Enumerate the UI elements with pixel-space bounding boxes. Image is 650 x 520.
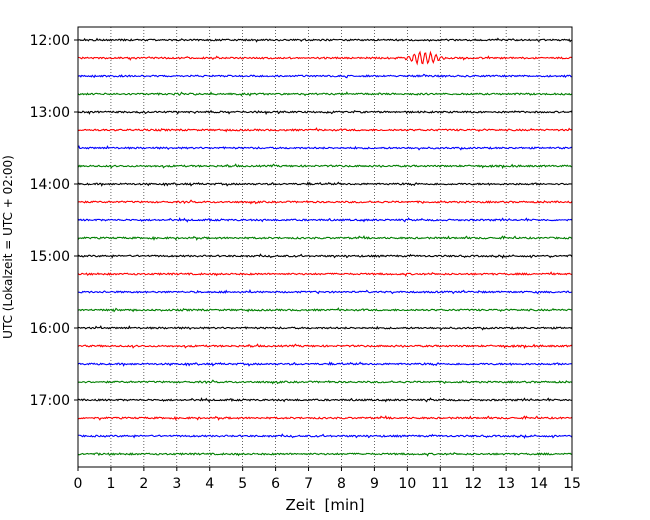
trace-line xyxy=(77,37,573,43)
x-tick-label: 3 xyxy=(172,476,181,492)
y-tick-label: 16:00 xyxy=(30,321,70,337)
trace-line xyxy=(77,379,573,385)
x-tick-label: 2 xyxy=(139,476,148,492)
y-tick-label: 13:00 xyxy=(30,105,70,121)
x-tick-label: 15 xyxy=(563,476,581,492)
trace-line xyxy=(77,217,573,223)
x-tick-label: 7 xyxy=(304,476,313,492)
x-tick-label: 1 xyxy=(106,476,115,492)
trace-line xyxy=(77,199,573,205)
trace-line xyxy=(77,271,573,277)
x-tick-label: 12 xyxy=(464,476,482,492)
trace-line xyxy=(77,289,573,295)
y-tick-label: 17:00 xyxy=(30,393,70,409)
trace-line xyxy=(77,452,573,457)
seismic-traces xyxy=(77,37,573,457)
trace-line xyxy=(77,325,573,331)
trace-line xyxy=(77,361,573,367)
y-tick-label: 15:00 xyxy=(30,249,70,265)
y-axis-ticks: 12:00 13:00 14:00 15:00 16:00 17:00 xyxy=(30,33,78,409)
x-tick-label: 11 xyxy=(431,476,449,492)
trace-line xyxy=(77,181,573,187)
x-axis-label: Zeit [min] xyxy=(285,496,364,514)
x-tick-label: 14 xyxy=(530,476,548,492)
trace-line xyxy=(77,235,573,241)
x-tick-label: 0 xyxy=(74,476,83,492)
trace-line xyxy=(77,163,573,170)
trace-line xyxy=(77,343,573,350)
x-tick-label: 5 xyxy=(238,476,247,492)
y-tick-label: 14:00 xyxy=(30,177,70,193)
trace-line xyxy=(77,73,573,79)
grid-lines xyxy=(110,27,540,467)
plot-frame xyxy=(77,26,573,468)
x-tick-label: 13 xyxy=(497,476,515,492)
trace-line xyxy=(77,91,573,97)
x-axis-ticks: 0 1 2 3 4 5 6 7 8 9 10 11 12 13 14 15 xyxy=(74,467,581,492)
y-tick-label: 12:00 xyxy=(30,33,70,49)
x-tick-label: 4 xyxy=(205,476,214,492)
x-tick-label: 9 xyxy=(370,476,379,492)
trace-line xyxy=(77,50,573,66)
trace-line xyxy=(77,145,573,151)
trace-line xyxy=(77,397,573,403)
x-tick-label: 8 xyxy=(337,476,346,492)
x-tick-label: 10 xyxy=(398,476,416,492)
trace-line xyxy=(77,109,573,116)
trace-line xyxy=(78,433,573,439)
plot-area xyxy=(78,27,572,467)
trace-line xyxy=(77,253,573,259)
y-axis-label: UTC (Lokalzeit = UTC + 02:00) xyxy=(1,155,15,339)
x-tick-label: 6 xyxy=(271,476,280,492)
trace-line xyxy=(77,127,573,133)
trace-line xyxy=(77,415,573,421)
trace-line xyxy=(77,307,573,313)
